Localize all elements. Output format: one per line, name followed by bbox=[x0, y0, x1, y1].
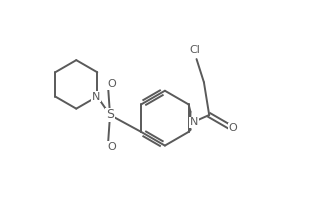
Text: N: N bbox=[92, 92, 100, 101]
Text: O: O bbox=[107, 142, 116, 152]
Text: O: O bbox=[229, 123, 238, 133]
Text: Cl: Cl bbox=[189, 45, 200, 55]
Text: O: O bbox=[107, 79, 116, 89]
Text: N: N bbox=[190, 117, 198, 127]
Text: S: S bbox=[106, 108, 114, 122]
